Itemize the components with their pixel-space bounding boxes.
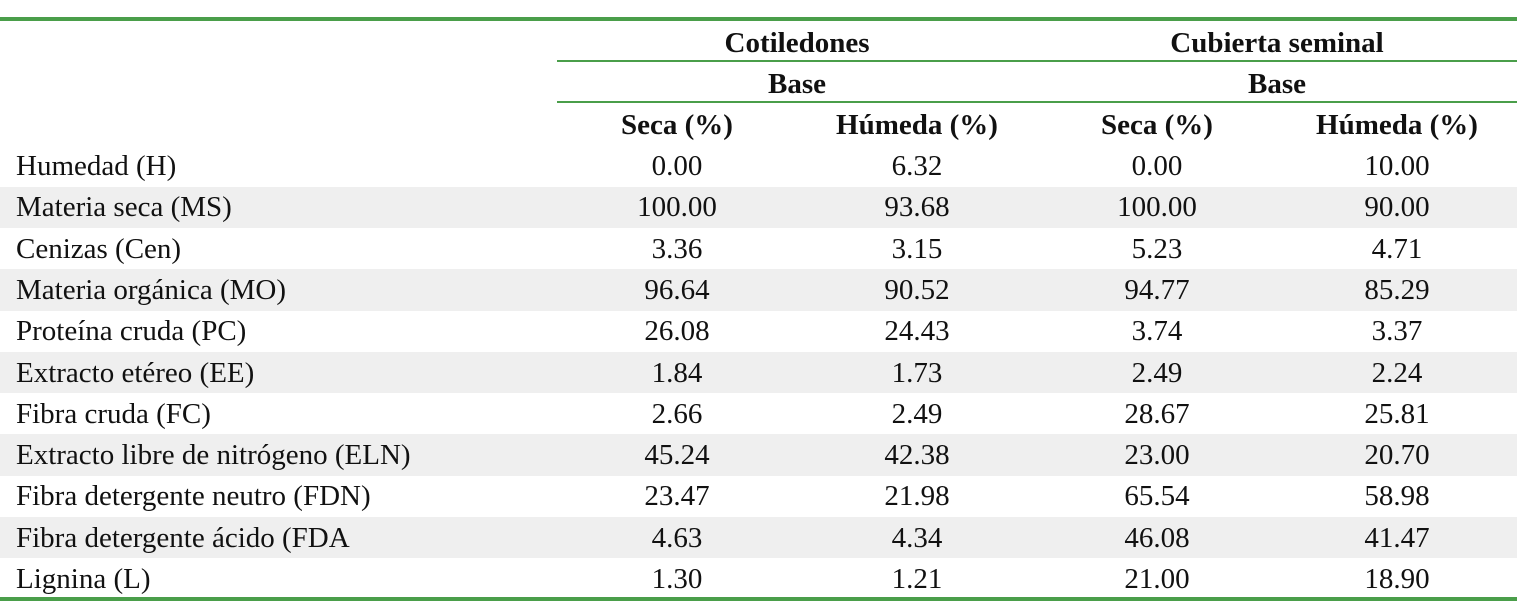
group-subheader: Base	[768, 68, 826, 100]
column-header: Húmeda (%)	[836, 109, 998, 141]
row-shade	[0, 269, 1517, 311]
column-header: Seca (%)	[621, 109, 733, 141]
cell-value: 94.77	[1124, 273, 1190, 306]
bottom-rule	[0, 597, 1517, 601]
row-shade	[0, 517, 1517, 559]
row-shade	[0, 186, 1517, 228]
cell-value: 1.30	[651, 563, 703, 595]
cell-value: 4.34	[891, 521, 943, 554]
cell-value: 5.23	[1131, 232, 1183, 265]
cell-value: 45.24	[644, 439, 710, 472]
row-label: Extracto etéreo (EE)	[16, 356, 255, 389]
cell-value: 90.00	[1364, 191, 1430, 224]
column-header: Seca (%)	[1101, 109, 1213, 141]
cell-value: 2.49	[891, 397, 943, 430]
row-label: Materia seca (MS)	[16, 191, 232, 224]
cell-value: 10.00	[1364, 150, 1430, 182]
cell-value: 100.00	[637, 191, 717, 224]
row-shade	[0, 434, 1517, 476]
cell-value: 41.47	[1364, 521, 1430, 554]
column-header: Húmeda (%)	[1316, 109, 1478, 141]
cell-value: 2.66	[651, 397, 703, 430]
cell-value: 23.47	[644, 480, 710, 513]
row-label: Proteína cruda (PC)	[16, 315, 247, 348]
group-rule	[557, 60, 1517, 62]
cell-value: 23.00	[1124, 439, 1190, 472]
row-label: Extracto libre de nitrógeno (ELN)	[16, 439, 411, 472]
cell-value: 6.32	[891, 150, 943, 182]
cell-value: 4.63	[651, 521, 703, 554]
base-rule	[557, 101, 1517, 103]
group-header: Cubierta seminal	[1170, 27, 1384, 59]
row-shade	[0, 351, 1517, 394]
cell-value: 26.08	[644, 315, 710, 348]
cell-value: 46.08	[1124, 521, 1190, 554]
cell-value: 100.00	[1117, 191, 1197, 224]
cell-value: 96.64	[644, 273, 710, 306]
group-subheader: Base	[1248, 68, 1306, 100]
row-label: Fibra detergente neutro (FDN)	[16, 480, 371, 513]
row-label: Fibra cruda (FC)	[16, 397, 211, 430]
cell-value: 3.37	[1371, 315, 1423, 348]
cell-value: 25.81	[1364, 397, 1430, 430]
cell-value: 1.84	[651, 356, 703, 389]
cell-value: 4.71	[1371, 232, 1423, 265]
cell-value: 21.98	[884, 480, 950, 513]
row-label: Lignina (L)	[16, 563, 151, 595]
cell-value: 65.54	[1124, 480, 1190, 513]
cell-value: 18.90	[1364, 563, 1430, 595]
cell-value: 24.43	[884, 315, 950, 348]
cell-value: 2.24	[1371, 356, 1423, 389]
top-rule	[0, 17, 1517, 21]
cell-value: 90.52	[884, 273, 950, 306]
cell-value: 85.29	[1364, 273, 1430, 306]
cell-value: 0.00	[651, 150, 703, 182]
cell-value: 1.73	[891, 356, 943, 389]
cell-value: 3.15	[891, 232, 943, 265]
cell-value: 2.49	[1131, 356, 1183, 389]
cell-value: 3.36	[651, 232, 703, 265]
row-label: Materia orgánica (MO)	[16, 273, 287, 306]
row-label: Cenizas (Cen)	[16, 232, 182, 265]
cell-value: 93.68	[884, 191, 950, 224]
cell-value: 21.00	[1124, 563, 1190, 595]
cell-value: 20.70	[1364, 439, 1430, 472]
cell-value: 3.74	[1131, 315, 1183, 348]
row-label: Fibra detergente ácido (FDA	[16, 521, 350, 554]
cell-value: 42.38	[884, 439, 950, 472]
group-header: Cotiledones	[724, 27, 870, 59]
row-label: Humedad (H)	[16, 150, 177, 182]
cell-value: 58.98	[1364, 480, 1430, 513]
cell-value: 28.67	[1124, 397, 1190, 430]
cell-value: 1.21	[891, 563, 943, 595]
cell-value: 0.00	[1131, 150, 1183, 182]
